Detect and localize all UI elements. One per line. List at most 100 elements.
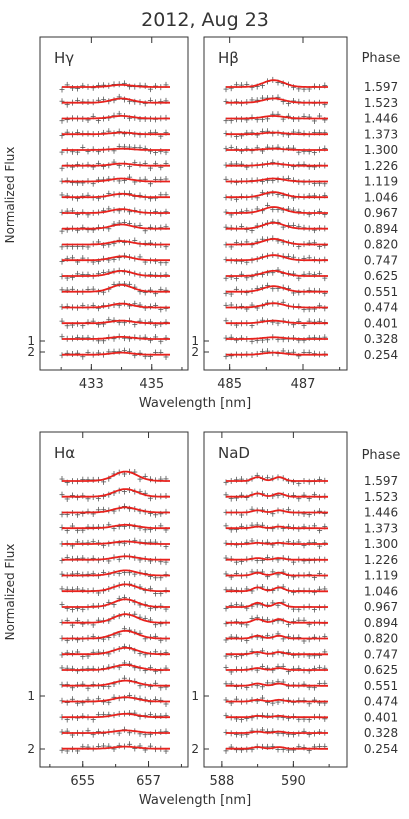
trace-model <box>62 629 170 640</box>
ylabel-top: Normalized Flux <box>3 147 17 244</box>
trace-observed <box>223 94 328 108</box>
trace-model <box>62 302 170 309</box>
trace-observed <box>59 205 169 218</box>
trace-model <box>62 470 170 482</box>
trace-model <box>62 488 170 498</box>
panel-frame <box>39 431 189 768</box>
trace-observed <box>59 267 169 282</box>
trace-observed <box>59 237 169 250</box>
phase-label: 0.254 <box>364 348 398 362</box>
trace-model <box>62 270 170 277</box>
phase-label: 1.446 <box>364 112 398 126</box>
trace-model <box>226 206 328 214</box>
trace-model <box>226 254 328 262</box>
trace-model <box>226 730 328 734</box>
panel-frame <box>39 36 189 371</box>
trace-observed <box>223 282 328 298</box>
trace-model <box>226 542 328 545</box>
trace-model <box>62 208 170 214</box>
trace-model <box>226 492 328 498</box>
trace-observed <box>59 468 169 486</box>
panel-0: Hγ 433 435 21 <box>27 36 189 392</box>
y-tick-label: 1 <box>27 689 35 703</box>
ylabel-bottom: Normalized Flux <box>3 544 17 641</box>
trace-model <box>226 682 328 687</box>
phase-label: 1.523 <box>364 96 398 110</box>
trace-model <box>62 192 170 199</box>
trace-model <box>226 525 328 530</box>
x-tick-label: 435 <box>139 377 164 392</box>
trace-model <box>62 336 170 340</box>
x-tick-label: 655 <box>70 774 95 789</box>
trace-model <box>226 270 328 277</box>
trace-model <box>62 115 170 120</box>
trace-observed <box>223 614 328 628</box>
phase-label: 1.446 <box>364 506 398 520</box>
trace-observed <box>223 347 328 360</box>
trace-model <box>62 240 170 246</box>
y-tick-label: 1 <box>191 334 199 348</box>
trace-observed <box>223 599 328 613</box>
panel-label: Hβ <box>218 49 239 67</box>
phase-labels-group: 1.5971.5231.4461.3731.3001.2261.1191.046… <box>364 80 398 756</box>
panel-1: Hβ 485 487 21 <box>191 36 348 392</box>
trace-model <box>62 351 170 356</box>
trace-model <box>62 745 170 750</box>
trace-model <box>226 97 328 104</box>
phase-label: 1.300 <box>364 537 398 551</box>
x-tick-label: 588 <box>209 774 234 789</box>
trace-observed <box>59 252 169 266</box>
trace-model <box>62 729 170 734</box>
trace-observed <box>59 594 169 613</box>
trace-observed <box>223 235 328 250</box>
trace-observed <box>223 251 328 266</box>
trace-observed <box>223 218 328 234</box>
phase-label: 0.820 <box>364 238 398 252</box>
phase-label: 1.226 <box>364 159 398 173</box>
phase-label: 0.625 <box>364 269 398 283</box>
trace-model <box>62 523 170 530</box>
phase-label: 0.474 <box>364 301 398 315</box>
trace-model <box>62 131 170 136</box>
trace-model <box>62 569 170 577</box>
phase-label: 1.046 <box>364 584 398 598</box>
trace-model <box>62 646 170 656</box>
x-tick-label: 485 <box>217 377 242 392</box>
trace-observed <box>59 643 169 660</box>
phase-label: 0.625 <box>364 663 398 677</box>
panel-frame <box>203 36 348 371</box>
trace-model <box>226 114 328 120</box>
trace-model <box>62 664 170 671</box>
trace-model <box>226 177 328 183</box>
trace-model <box>226 667 328 671</box>
phase-label: 1.300 <box>364 143 398 157</box>
trace-model <box>226 634 328 640</box>
phase-label: 0.474 <box>364 695 398 709</box>
phase-label: 1.597 <box>364 474 398 488</box>
trace-observed <box>59 503 169 518</box>
trace-observed <box>223 76 328 93</box>
trace-model <box>226 651 328 656</box>
phase-label: 0.328 <box>364 726 398 740</box>
trace-observed <box>223 630 328 644</box>
trace-observed <box>223 583 328 596</box>
panel-3: NaD 588 590 2 1 <box>191 431 348 789</box>
trace-observed <box>59 300 169 313</box>
trace-model <box>226 221 328 230</box>
trace-model <box>226 336 328 340</box>
trace-model <box>62 679 170 687</box>
trace-model <box>226 191 328 199</box>
trace-model <box>226 79 328 88</box>
y-tick-label: 2 <box>27 742 35 756</box>
trace-model <box>62 712 170 719</box>
phase-label: 0.894 <box>364 616 398 630</box>
trace-observed <box>59 190 169 202</box>
y-tick-label: 2 <box>191 345 199 359</box>
x-tick-label: 487 <box>291 377 316 392</box>
trace-observed <box>59 174 169 187</box>
phase-header-top: Phase <box>362 51 401 66</box>
trace-observed <box>59 280 169 297</box>
trace-observed <box>59 487 169 502</box>
trace-model <box>226 237 328 246</box>
